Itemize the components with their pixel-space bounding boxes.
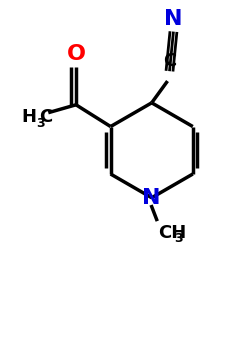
Text: CH: CH [158,224,187,242]
Text: 3: 3 [36,117,45,130]
Text: N: N [142,188,161,208]
Text: H: H [22,108,36,126]
Text: C: C [40,108,53,126]
Text: O: O [66,44,86,64]
Text: C: C [163,52,176,70]
Text: 3: 3 [174,232,183,245]
Text: N: N [164,9,183,29]
